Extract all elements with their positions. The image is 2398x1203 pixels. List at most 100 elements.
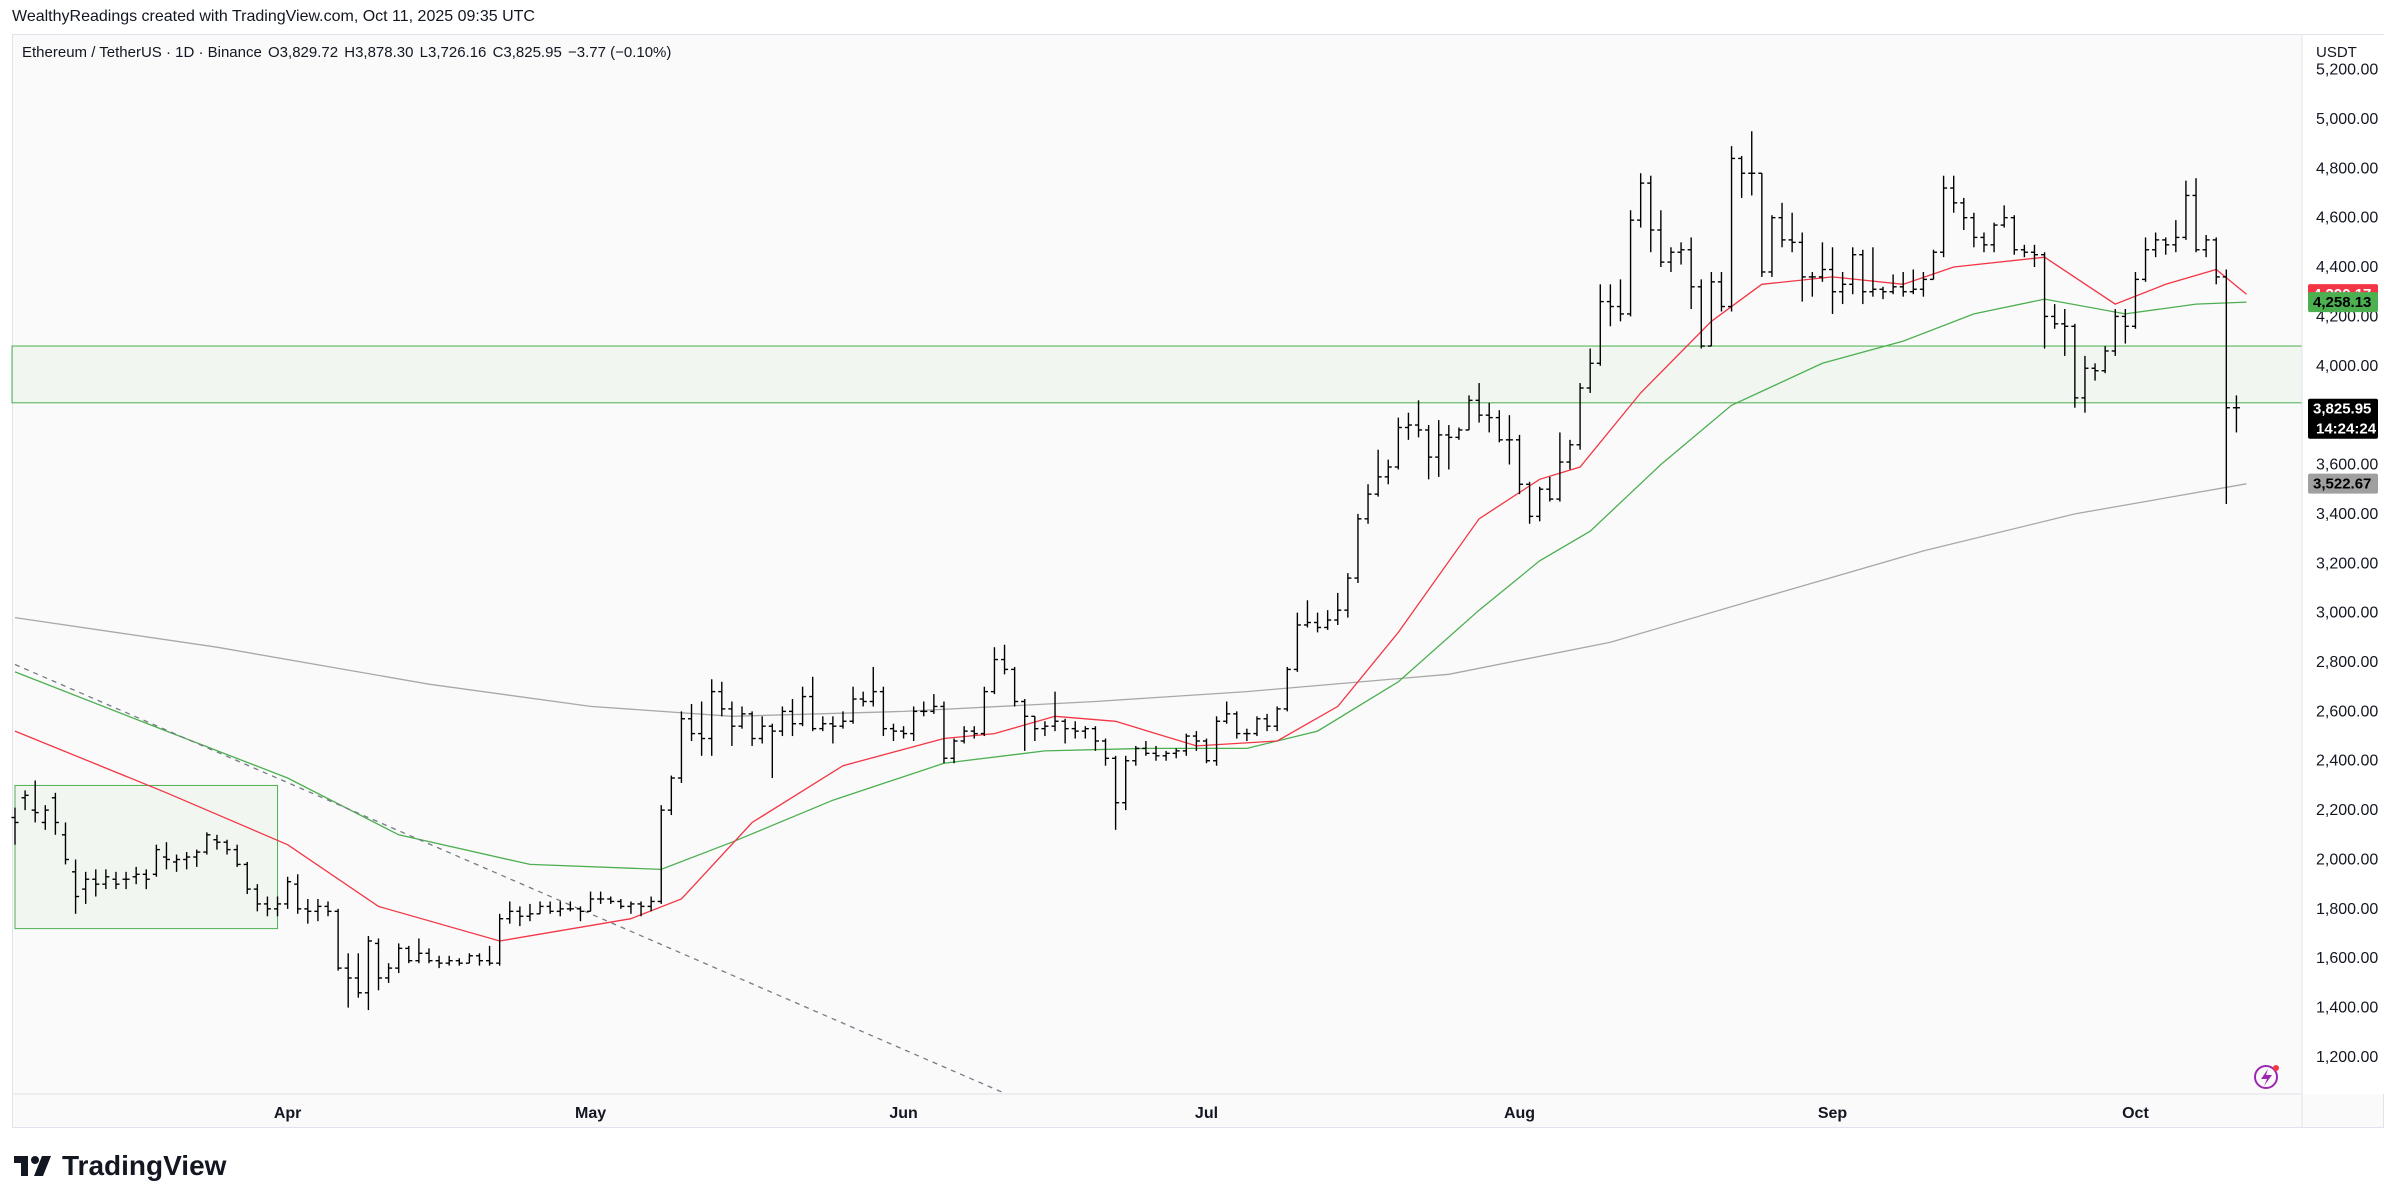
- ema-green-line: [14, 298, 2247, 871]
- ohlc-bar: [1414, 400, 1423, 438]
- y-tick-label: 4,600.00: [2316, 210, 2378, 227]
- axes: 1,200.00 1,400.00 1,600.00 1,800.00 2,000.00…: [12, 35, 2384, 1128]
- ohlc-bar: [910, 706, 918, 741]
- ohlc-bar: [1758, 172, 1766, 277]
- ohlc-bar: [1334, 592, 1342, 625]
- ohlc-bar: [82, 871, 90, 904]
- ohlc-bar: [112, 871, 120, 890]
- ohlc-bar: [162, 842, 170, 870]
- ohlc-bar: [829, 716, 837, 744]
- ohlc-bar: [1768, 215, 1776, 277]
- chart-credit: WealthyReadings created with TradingView…: [12, 8, 535, 25]
- price-tag-label: 4,258.13: [2313, 294, 2371, 311]
- ohlc-bar: [1061, 718, 1069, 744]
- ohlc-bar: [2101, 346, 2109, 374]
- ohlc-bar: [1122, 755, 1130, 811]
- ohlc-bar: [758, 716, 766, 744]
- currency-label[interactable]: USDT: [2316, 44, 2357, 61]
- ohlc-bar: [748, 711, 756, 746]
- ohlc-bar: [122, 871, 130, 890]
- ohlc-bar: [203, 832, 211, 855]
- ohlc-bar: [1394, 417, 1402, 470]
- y-tick-label: 1,800.00: [2316, 901, 2378, 918]
- ohlc-bar: [1273, 706, 1281, 732]
- price-tag: 3,825.95 14:24:24: [2308, 398, 2378, 439]
- ohlc-bar: [1182, 733, 1190, 756]
- ohlc-bar: [1909, 269, 1917, 295]
- legend-open: O3,829.72: [268, 44, 339, 61]
- ohlc-bar: [1233, 711, 1241, 739]
- ohlc-bar: [869, 666, 877, 707]
- ohlc-bar: [566, 901, 574, 912]
- ohlc-bar: [173, 854, 181, 872]
- price-tag-bg: [2308, 398, 2378, 439]
- ohlc-bar: [1303, 600, 1311, 628]
- ohlc-bar: [698, 701, 706, 756]
- ohlc-bar: [1132, 745, 1140, 766]
- zone-0: [11, 345, 2303, 404]
- ohlc-bar: [1818, 242, 1826, 282]
- ohlc-bar: [304, 898, 312, 924]
- ohlc-bar: [102, 869, 110, 890]
- y-tick-label: 4,000.00: [2316, 358, 2378, 375]
- ohlc-bar: [687, 703, 696, 741]
- ohlc-bar: [1364, 484, 1372, 524]
- ohlc-bar: [879, 686, 887, 737]
- ohlc-bar: [142, 869, 150, 890]
- ohlc-bar: [31, 780, 39, 823]
- ohlc-bar: [405, 945, 413, 964]
- ohlc-bar: [1263, 713, 1271, 732]
- ohlc-bar: [819, 716, 827, 732]
- price-tag: 3,522.67: [2308, 473, 2378, 494]
- y-tick-label: 2,800.00: [2316, 654, 2378, 671]
- ohlc-bar: [960, 726, 968, 744]
- ohlc-bar: [1808, 271, 1816, 297]
- ohlc-bar: [1293, 612, 1301, 672]
- ohlc-bar: [21, 790, 29, 811]
- ohlc-bar: [1940, 175, 1948, 258]
- y-tick-label: 2,000.00: [2316, 851, 2378, 868]
- ohlc-bar: [51, 792, 59, 835]
- ohlc-bar: [1869, 247, 1877, 297]
- ohlc-bar: [2142, 237, 2150, 282]
- ohlc-bar: [1142, 741, 1150, 756]
- ohlc-bar: [2010, 215, 2018, 255]
- ohlc-bar: [617, 898, 625, 909]
- ohlc-bar: [486, 945, 494, 966]
- ohlc-bar: [334, 908, 342, 971]
- ohlc-bar: [2152, 232, 2160, 258]
- ohlc-bar: [284, 876, 292, 909]
- ohlc-bar: [1091, 726, 1099, 751]
- y-tick-label: 4,800.00: [2316, 160, 2378, 177]
- ohlc-bar: [1637, 173, 1645, 228]
- chart-frame[interactable]: [12, 34, 2384, 1128]
- ohlc-bar: [314, 898, 322, 922]
- ohlc-bar: [1647, 175, 1655, 253]
- ohlc-bar: [385, 963, 393, 983]
- y-tick-label: 2,200.00: [2316, 802, 2378, 819]
- price-tag-countdown: 14:24:24: [2316, 421, 2377, 438]
- ohlc-bar: [728, 701, 736, 746]
- ohlc-bar: [587, 891, 595, 913]
- ohlc-bar: [2222, 269, 2230, 505]
- ohlc-bar: [990, 647, 998, 695]
- ohlc-bar: [294, 874, 302, 914]
- y-tick-label: 5,200.00: [2316, 62, 2378, 79]
- ohlc-bar: [1101, 738, 1110, 766]
- ohlc-bar: [1778, 202, 1786, 248]
- ohlc-bar: [132, 866, 140, 885]
- ohlc-bar: [607, 896, 615, 904]
- ohlc-bar: [1253, 716, 1261, 737]
- ohlc-bar: [849, 686, 857, 724]
- ohlc-bar: [1344, 573, 1352, 618]
- ohlc-bar: [1536, 486, 1544, 522]
- tradingview-logo-icon: [14, 1156, 51, 1176]
- ohlc-bar: [1505, 415, 1513, 465]
- ohlc-bar: [1657, 210, 1665, 268]
- ohlc-bar: [1001, 644, 1009, 675]
- alert-icon[interactable]: [2254, 1065, 2279, 1089]
- ohlc-bar: [1202, 738, 1211, 764]
- x-tick-label: May: [575, 1105, 606, 1122]
- ohlc-bar: [637, 901, 645, 917]
